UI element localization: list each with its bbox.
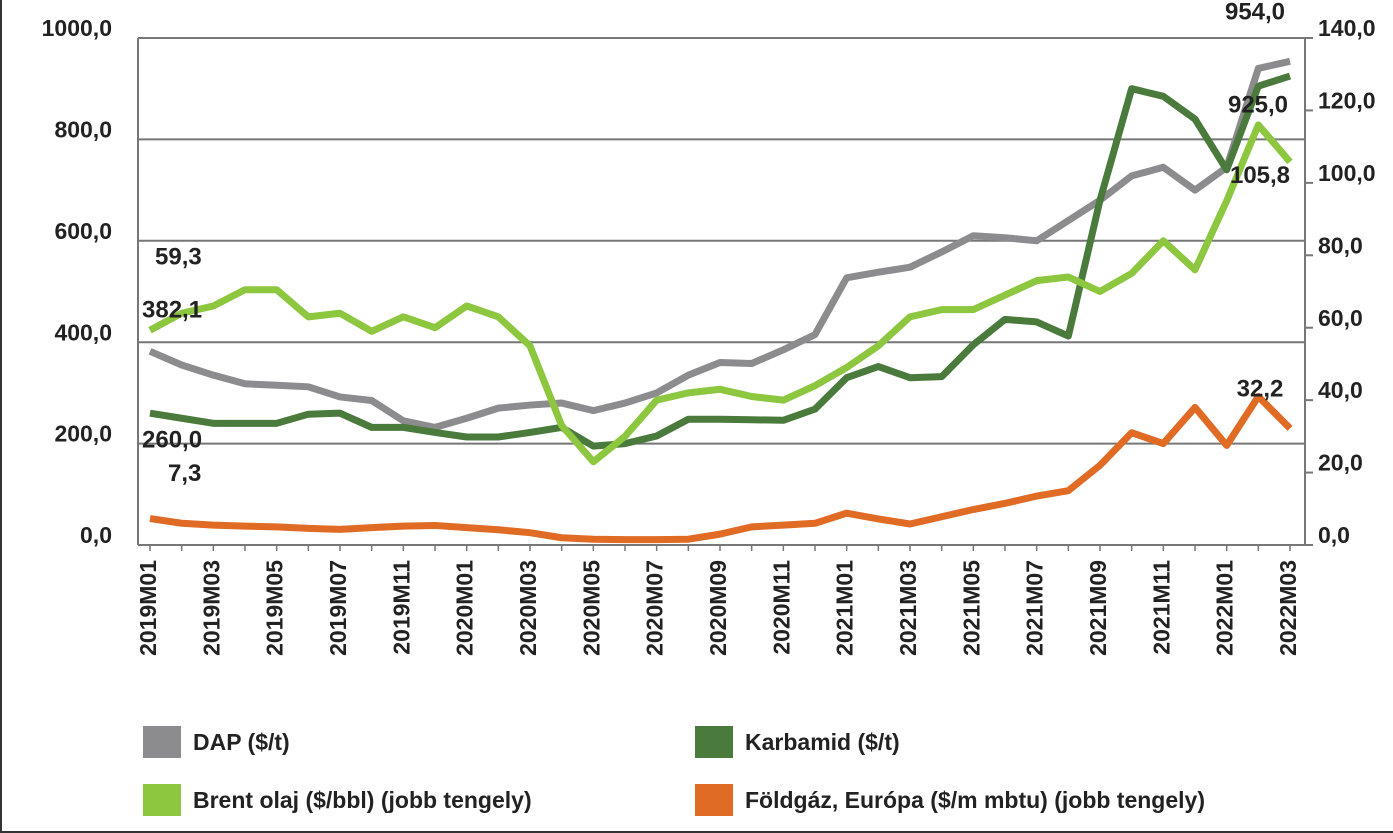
data-label: 925,0 bbox=[1228, 91, 1288, 118]
x-tick-label: 2020M03 bbox=[515, 560, 541, 656]
data-label: 382,1 bbox=[142, 297, 202, 324]
legend-swatch bbox=[695, 726, 733, 758]
legend-label: Karbamid ($/t) bbox=[745, 729, 900, 755]
x-tick-label: 2021M11 bbox=[1148, 560, 1174, 655]
x-tick-label: 2021M05 bbox=[958, 560, 984, 656]
x-tick-label: 2019M11 bbox=[388, 560, 414, 655]
y-tick-label: 600,0 bbox=[54, 218, 112, 244]
legend-swatch bbox=[143, 784, 181, 816]
x-tick-label: 2020M05 bbox=[578, 560, 604, 656]
x-tick-label: 2019M03 bbox=[198, 560, 224, 656]
data-label: 7,3 bbox=[168, 460, 201, 487]
y2-tick-label: 60,0 bbox=[1318, 305, 1363, 331]
x-tick-label: 2021M01 bbox=[832, 560, 858, 656]
y-tick-label: 1000,0 bbox=[42, 15, 112, 41]
legend-label: Földgáz, Európa ($/m mbtu) (jobb tengely… bbox=[745, 787, 1205, 813]
x-tick-label: 2019M07 bbox=[325, 560, 351, 656]
series-line bbox=[149, 393, 1293, 544]
y-tick-label: 0,0 bbox=[80, 522, 112, 548]
y2-tick-label: 80,0 bbox=[1318, 232, 1363, 258]
y-tick-label: 200,0 bbox=[54, 421, 112, 447]
y2-tick-label: 100,0 bbox=[1318, 160, 1376, 186]
x-tick-label: 2020M09 bbox=[705, 560, 731, 656]
data-label: 105,8 bbox=[1230, 162, 1290, 189]
series-line bbox=[148, 57, 1291, 431]
legend-swatch bbox=[143, 726, 181, 758]
data-label: 32,2 bbox=[1237, 376, 1284, 403]
series-line bbox=[148, 121, 1293, 466]
data-label: 59,3 bbox=[155, 244, 202, 271]
x-tick-label: 2020M01 bbox=[452, 560, 478, 656]
legend-label: DAP ($/t) bbox=[193, 729, 290, 755]
y2-tick-label: 40,0 bbox=[1318, 377, 1363, 403]
x-tick-label: 2021M09 bbox=[1085, 560, 1111, 656]
data-label: 260,0 bbox=[142, 427, 202, 454]
series-line bbox=[149, 72, 1292, 450]
y2-tick-label: 140,0 bbox=[1318, 15, 1376, 41]
x-tick-label: 2022M01 bbox=[1212, 560, 1238, 656]
data-label: 954,0 bbox=[1225, 0, 1285, 26]
y-tick-label: 800,0 bbox=[54, 116, 112, 142]
x-tick-label: 2019M05 bbox=[262, 560, 288, 656]
x-tick-label: 2019M01 bbox=[135, 560, 161, 656]
y-tick-label: 400,0 bbox=[54, 319, 112, 345]
y2-tick-label: 120,0 bbox=[1318, 88, 1376, 114]
legend-label: Brent olaj ($/bbl) (jobb tengely) bbox=[193, 787, 532, 813]
legend-swatch bbox=[695, 784, 733, 816]
y2-tick-label: 20,0 bbox=[1318, 450, 1363, 476]
x-tick-label: 2021M07 bbox=[1022, 560, 1048, 656]
x-tick-label: 2020M07 bbox=[642, 560, 668, 656]
x-tick-label: 2021M03 bbox=[895, 560, 921, 656]
y2-tick-label: 0,0 bbox=[1318, 522, 1350, 548]
x-tick-label: 2020M11 bbox=[768, 560, 794, 655]
x-tick-label: 2022M03 bbox=[1275, 560, 1301, 656]
